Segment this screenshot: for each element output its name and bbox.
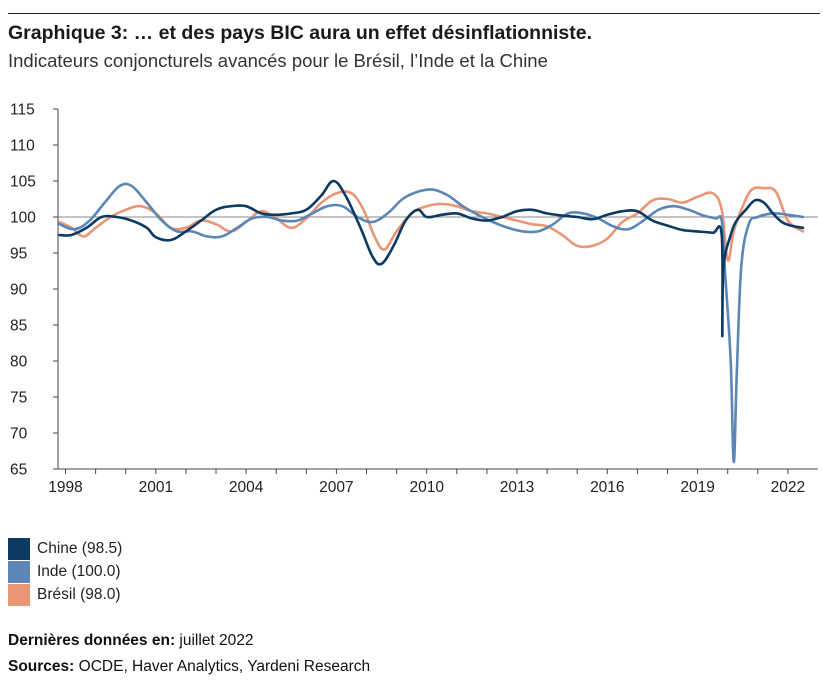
footer-sources-label: Sources: bbox=[8, 658, 75, 675]
footer-last-data: Dernières données en: juillet 2022 bbox=[8, 632, 254, 650]
legend-swatch-bresil bbox=[8, 583, 30, 606]
chart-title: Graphique 3: … et des pays BIC aura un e… bbox=[8, 22, 593, 44]
y-tick-label: 80 bbox=[10, 354, 28, 371]
series-line-chine bbox=[58, 179, 805, 338]
legend-swatch-inde bbox=[8, 560, 30, 583]
series-line-bresil bbox=[58, 186, 805, 262]
legend-label-chine: Chine (98.5) bbox=[37, 539, 123, 557]
y-tick-label: 85 bbox=[10, 318, 27, 335]
x-tick-label: 2019 bbox=[680, 479, 714, 496]
legend-item-bresil: Brésil (98.0) bbox=[8, 583, 122, 606]
y-tick-label: 115 bbox=[10, 102, 35, 119]
x-tick-label: 2007 bbox=[319, 479, 353, 496]
x-tick-label: 1998 bbox=[48, 479, 82, 496]
x-tick-label: 2001 bbox=[139, 479, 173, 496]
x-tick-label: 2022 bbox=[771, 479, 805, 496]
series-line-inde bbox=[58, 182, 805, 464]
footer-sources-value: OCDE, Haver Analytics, Yardeni Research bbox=[78, 658, 371, 675]
legend-item-inde: Inde (100.0) bbox=[8, 560, 122, 583]
legend-item-chine: Chine (98.5) bbox=[8, 537, 122, 560]
chart-subtitle: Indicateurs conjoncturels avancés pour l… bbox=[8, 50, 548, 71]
footer-last-data-label: Dernières données en: bbox=[8, 632, 176, 649]
y-tick-label: 110 bbox=[10, 138, 35, 155]
y-tick-label: 90 bbox=[10, 282, 28, 299]
y-tick-label: 70 bbox=[10, 426, 28, 443]
y-tick-label: 65 bbox=[10, 462, 27, 479]
x-tick-label: 2010 bbox=[409, 479, 444, 496]
legend-swatch-chine bbox=[8, 537, 30, 560]
legend-label-inde: Inde (100.0) bbox=[37, 562, 121, 580]
y-tick-label: 75 bbox=[10, 390, 27, 407]
legend-label-bresil: Brésil (98.0) bbox=[37, 585, 121, 603]
y-tick-label: 105 bbox=[10, 174, 36, 191]
y-tick-label: 100 bbox=[10, 210, 36, 227]
top-rule bbox=[8, 13, 820, 14]
footer-sources: Sources: OCDE, Haver Analytics, Yardeni … bbox=[8, 658, 370, 676]
x-tick-label: 2004 bbox=[229, 479, 264, 496]
x-tick-label: 2013 bbox=[500, 479, 534, 496]
footer-last-data-value: juillet 2022 bbox=[179, 632, 254, 649]
line-chart: 115 110 105 100 95 90 85 80 75 70 65 1998 2001 2004 20… bbox=[10, 102, 818, 496]
x-tick-label: 2016 bbox=[590, 479, 624, 496]
legend: Chine (98.5) Inde (100.0) Brésil (98.0) bbox=[8, 537, 122, 606]
y-tick-label: 95 bbox=[10, 246, 27, 263]
